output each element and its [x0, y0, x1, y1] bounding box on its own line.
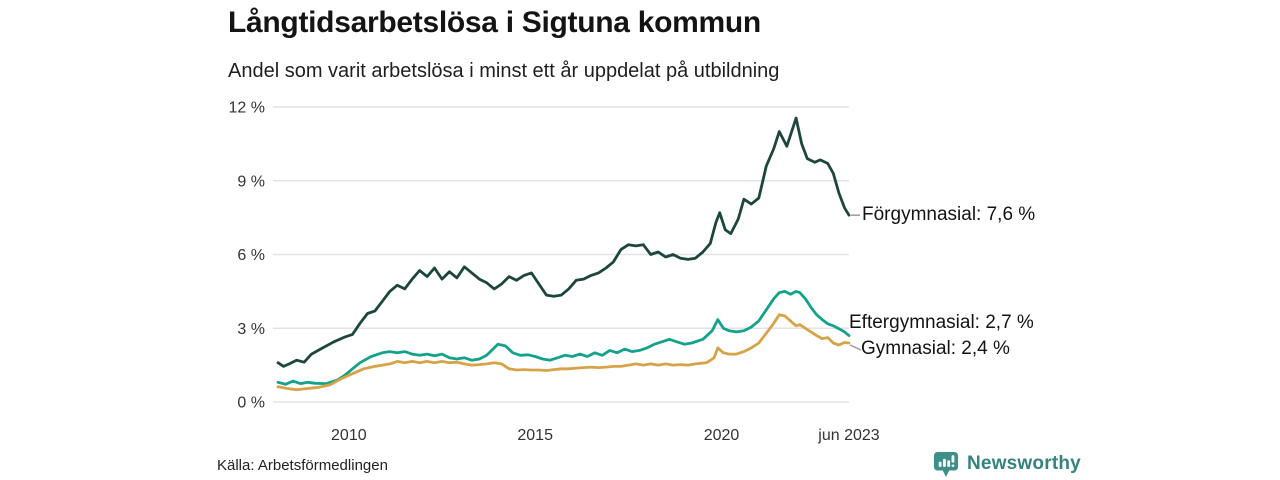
brand-lockup: Newsworthy — [933, 450, 1081, 478]
brand-name: Newsworthy — [967, 453, 1081, 474]
svg-text:0 %: 0 % — [237, 395, 265, 412]
series-label-eftergymnasial: Eftergymnasial: 2,7 % — [849, 312, 1034, 333]
svg-text:3 %: 3 % — [237, 321, 265, 338]
newsworthy-logo-icon — [933, 451, 959, 478]
chart-title: Långtidsarbetslösa i Sigtuna kommun — [228, 6, 761, 39]
svg-text:jun 2023: jun 2023 — [817, 427, 879, 444]
source-note: Källa: Arbetsförmedlingen — [217, 457, 388, 474]
svg-text:2015: 2015 — [517, 427, 553, 444]
series-label-forgymnasial: Förgymnasial: 7,6 % — [862, 204, 1036, 225]
svg-text:6 %: 6 % — [237, 247, 265, 264]
svg-text:12 %: 12 % — [229, 100, 265, 117]
svg-text:9 %: 9 % — [237, 173, 265, 190]
svg-text:2020: 2020 — [704, 427, 740, 444]
svg-text:2010: 2010 — [331, 427, 367, 444]
chart-subtitle: Andel som varit arbetslösa i minst ett å… — [228, 60, 780, 82]
series-label-gymnasial: Gymnasial: 2,4 % — [861, 338, 1010, 359]
